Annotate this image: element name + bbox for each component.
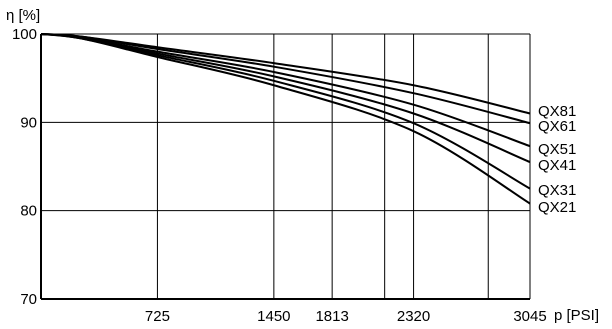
series-label-qx51: QX51 (538, 141, 576, 158)
grid (41, 33, 531, 299)
y-tick-label: 100 (12, 26, 37, 43)
x-tick-label: 725 (145, 308, 170, 325)
series-line-qx21 (40, 33, 531, 205)
series-label-qx41: QX41 (538, 157, 576, 174)
series-line-qx41 (40, 33, 531, 164)
y-axis-label: η [%] (6, 7, 40, 24)
x-tick-label: 1813 (315, 308, 348, 325)
x-axis-label: p [PSI] (554, 307, 599, 324)
series-lines (40, 33, 531, 205)
y-tick-label: 90 (20, 114, 37, 131)
series-label-qx31: QX31 (538, 182, 576, 199)
y-tick-label: 70 (20, 291, 37, 308)
x-tick-label: 1450 (257, 308, 290, 325)
x-tick-label: 2320 (397, 308, 430, 325)
series-label-qx21: QX21 (538, 199, 576, 216)
series-label-qx81: QX81 (538, 103, 576, 120)
y-tick-label: 80 (20, 203, 37, 220)
x-tick-label: 3045 (513, 308, 546, 325)
series-label-qx61: QX61 (538, 118, 576, 135)
axes (40, 34, 530, 300)
series-line-qx31 (40, 33, 531, 190)
